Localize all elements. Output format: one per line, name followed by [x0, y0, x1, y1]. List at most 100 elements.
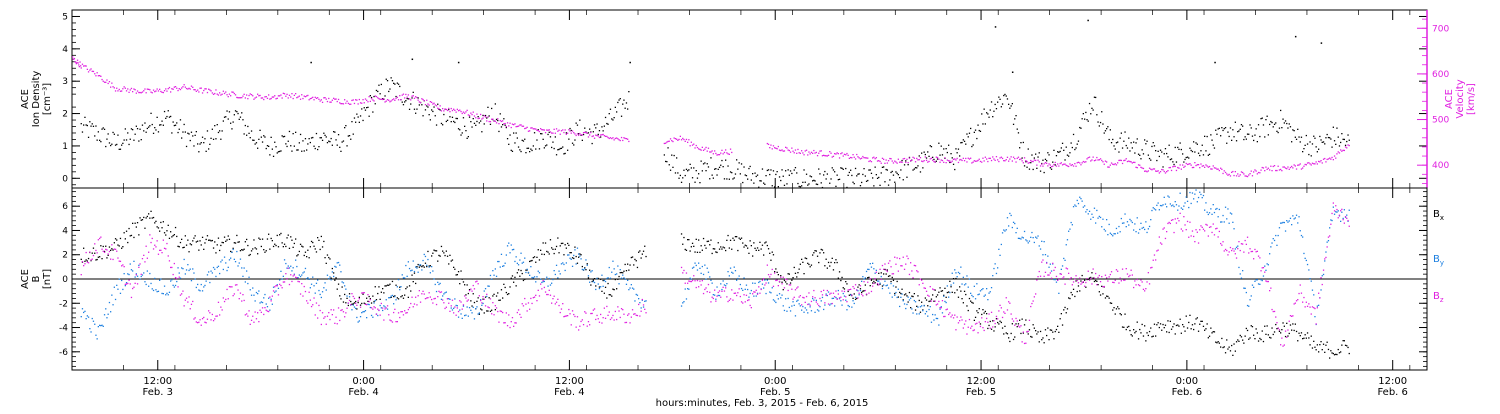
data-point [513, 124, 514, 125]
data-point [838, 293, 839, 294]
data-point [743, 277, 744, 278]
data-point [210, 319, 211, 320]
data-point [161, 293, 162, 294]
data-point [116, 251, 117, 252]
y-tick-label: 4 [62, 226, 68, 236]
data-point [897, 297, 898, 298]
data-point [267, 238, 268, 239]
data-point [623, 314, 624, 315]
data-point [300, 134, 301, 135]
data-point [627, 108, 628, 109]
data-point [160, 91, 161, 92]
data-point [313, 246, 314, 247]
data-point [1294, 130, 1295, 131]
data-point [449, 255, 450, 256]
data-point [135, 223, 136, 224]
data-point [492, 302, 493, 303]
data-point [632, 256, 633, 257]
data-point [1309, 278, 1310, 279]
data-point [612, 137, 613, 138]
data-point [780, 297, 781, 298]
data-point [278, 288, 279, 289]
data-point [698, 173, 699, 174]
data-point [893, 280, 894, 281]
data-point [213, 247, 214, 248]
data-point [518, 309, 519, 310]
data-point [206, 239, 207, 240]
data-point [245, 281, 246, 282]
data-point [1199, 155, 1200, 156]
data-point [301, 151, 302, 152]
data-point [1265, 334, 1266, 335]
data-point [545, 242, 546, 243]
data-point [497, 311, 498, 312]
data-point [323, 241, 324, 242]
data-point [639, 302, 640, 303]
data-point [135, 283, 136, 284]
data-point [534, 297, 535, 298]
data-point [322, 246, 323, 247]
data-point [769, 174, 770, 175]
data-point [97, 140, 98, 141]
data-point [150, 211, 151, 212]
data-point [320, 310, 321, 311]
data-point [811, 301, 812, 302]
data-point [1290, 167, 1291, 168]
data-point [105, 308, 106, 309]
data-point [889, 275, 890, 276]
data-point [402, 95, 403, 96]
data-point [204, 242, 205, 243]
data-point [551, 247, 552, 248]
data-point [546, 251, 547, 252]
data-point [496, 307, 497, 308]
data-point [407, 97, 408, 98]
data-point [538, 249, 539, 250]
data-point [92, 123, 93, 124]
data-point [900, 265, 901, 266]
data-point [893, 273, 894, 274]
data-point [133, 237, 134, 238]
data-point [678, 178, 679, 179]
data-point [360, 305, 361, 306]
data-point [108, 253, 109, 254]
data-point [843, 299, 844, 300]
data-point [551, 283, 552, 284]
data-point [724, 284, 725, 285]
data-point [1118, 160, 1119, 161]
data-point [905, 293, 906, 294]
data-point [1202, 321, 1203, 322]
data-point [1073, 165, 1074, 166]
data-point [816, 301, 817, 302]
data-point [1161, 169, 1162, 170]
data-point [1329, 158, 1330, 159]
data-point [1192, 324, 1193, 325]
data-point [1205, 202, 1206, 203]
data-point [460, 270, 461, 271]
data-point [886, 159, 887, 160]
data-point [536, 130, 537, 131]
data-point [1303, 148, 1304, 149]
data-point [209, 89, 210, 90]
data-point [210, 271, 211, 272]
data-point [306, 256, 307, 257]
data-point [593, 281, 594, 282]
data-point [82, 64, 83, 65]
data-point [551, 132, 552, 133]
data-point [976, 161, 977, 162]
data-point [476, 301, 477, 302]
data-point [860, 185, 861, 186]
data-point [985, 157, 986, 158]
data-point [235, 94, 236, 95]
data-point [834, 153, 835, 154]
data-point [702, 280, 703, 281]
data-point [174, 263, 175, 264]
data-point [617, 306, 618, 307]
data-point [546, 277, 547, 278]
data-point [234, 293, 235, 294]
data-point [1214, 212, 1215, 213]
data-point [1006, 159, 1007, 160]
data-point [248, 277, 249, 278]
data-point [1219, 128, 1220, 129]
data-point [192, 87, 193, 88]
data-point [1311, 155, 1312, 156]
